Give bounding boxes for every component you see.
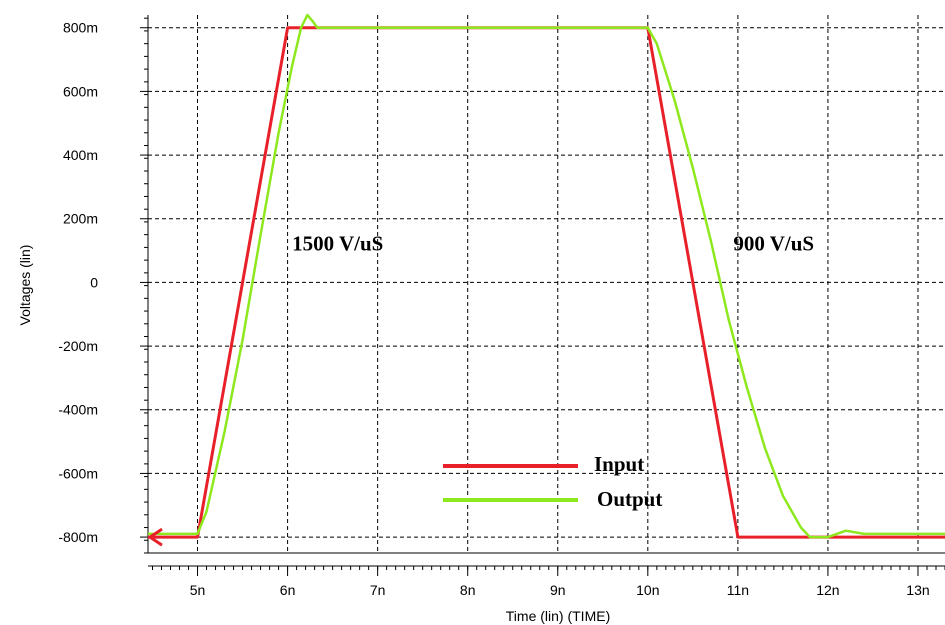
series-line-output [148,13,945,539]
y-tick-label: 800m [63,20,98,36]
x-tick-label: 13n [906,582,929,598]
x-tick-label: 12n [816,582,839,598]
x-axis-label: Time (lin) (TIME) [506,608,610,624]
y-tick-label: 400m [63,147,98,163]
series [147,13,945,547]
x-tick-label: 7n [370,582,386,598]
x-tick-label: 10n [636,582,659,598]
x-tick-label: 6n [280,582,296,598]
slew-rate-annotation-fall: 900 V/uS [733,232,814,256]
tick-labels: 800m 600m 400m 200m 0 -200m -400m -600m -800m 5n 6… [58,20,929,598]
axes [140,15,945,576]
y-tick-label: 200m [63,211,98,227]
x-tick-label: 5n [190,582,206,598]
y-tick-label: -800m [58,529,98,545]
legend-label-output: Output [597,487,662,511]
y-tick-label: -600m [58,465,98,481]
grid [148,15,945,553]
y-axis-label: Voltages (lin) [17,245,33,326]
slew-rate-annotation-rise: 1500 V/uS [292,232,383,256]
x-tick-label: 8n [460,582,476,598]
y-tick-label: 600m [63,83,98,99]
y-tick-label: -400m [58,402,98,418]
trace-start-arrow-icon [147,527,163,547]
legend-label-input: Input [594,452,644,476]
legend: Input Output [443,452,662,511]
y-tick-label: 0 [90,274,98,290]
x-tick-label: 9n [550,582,566,598]
y-tick-label: -200m [58,338,98,354]
x-tick-label: 11n [727,582,749,598]
